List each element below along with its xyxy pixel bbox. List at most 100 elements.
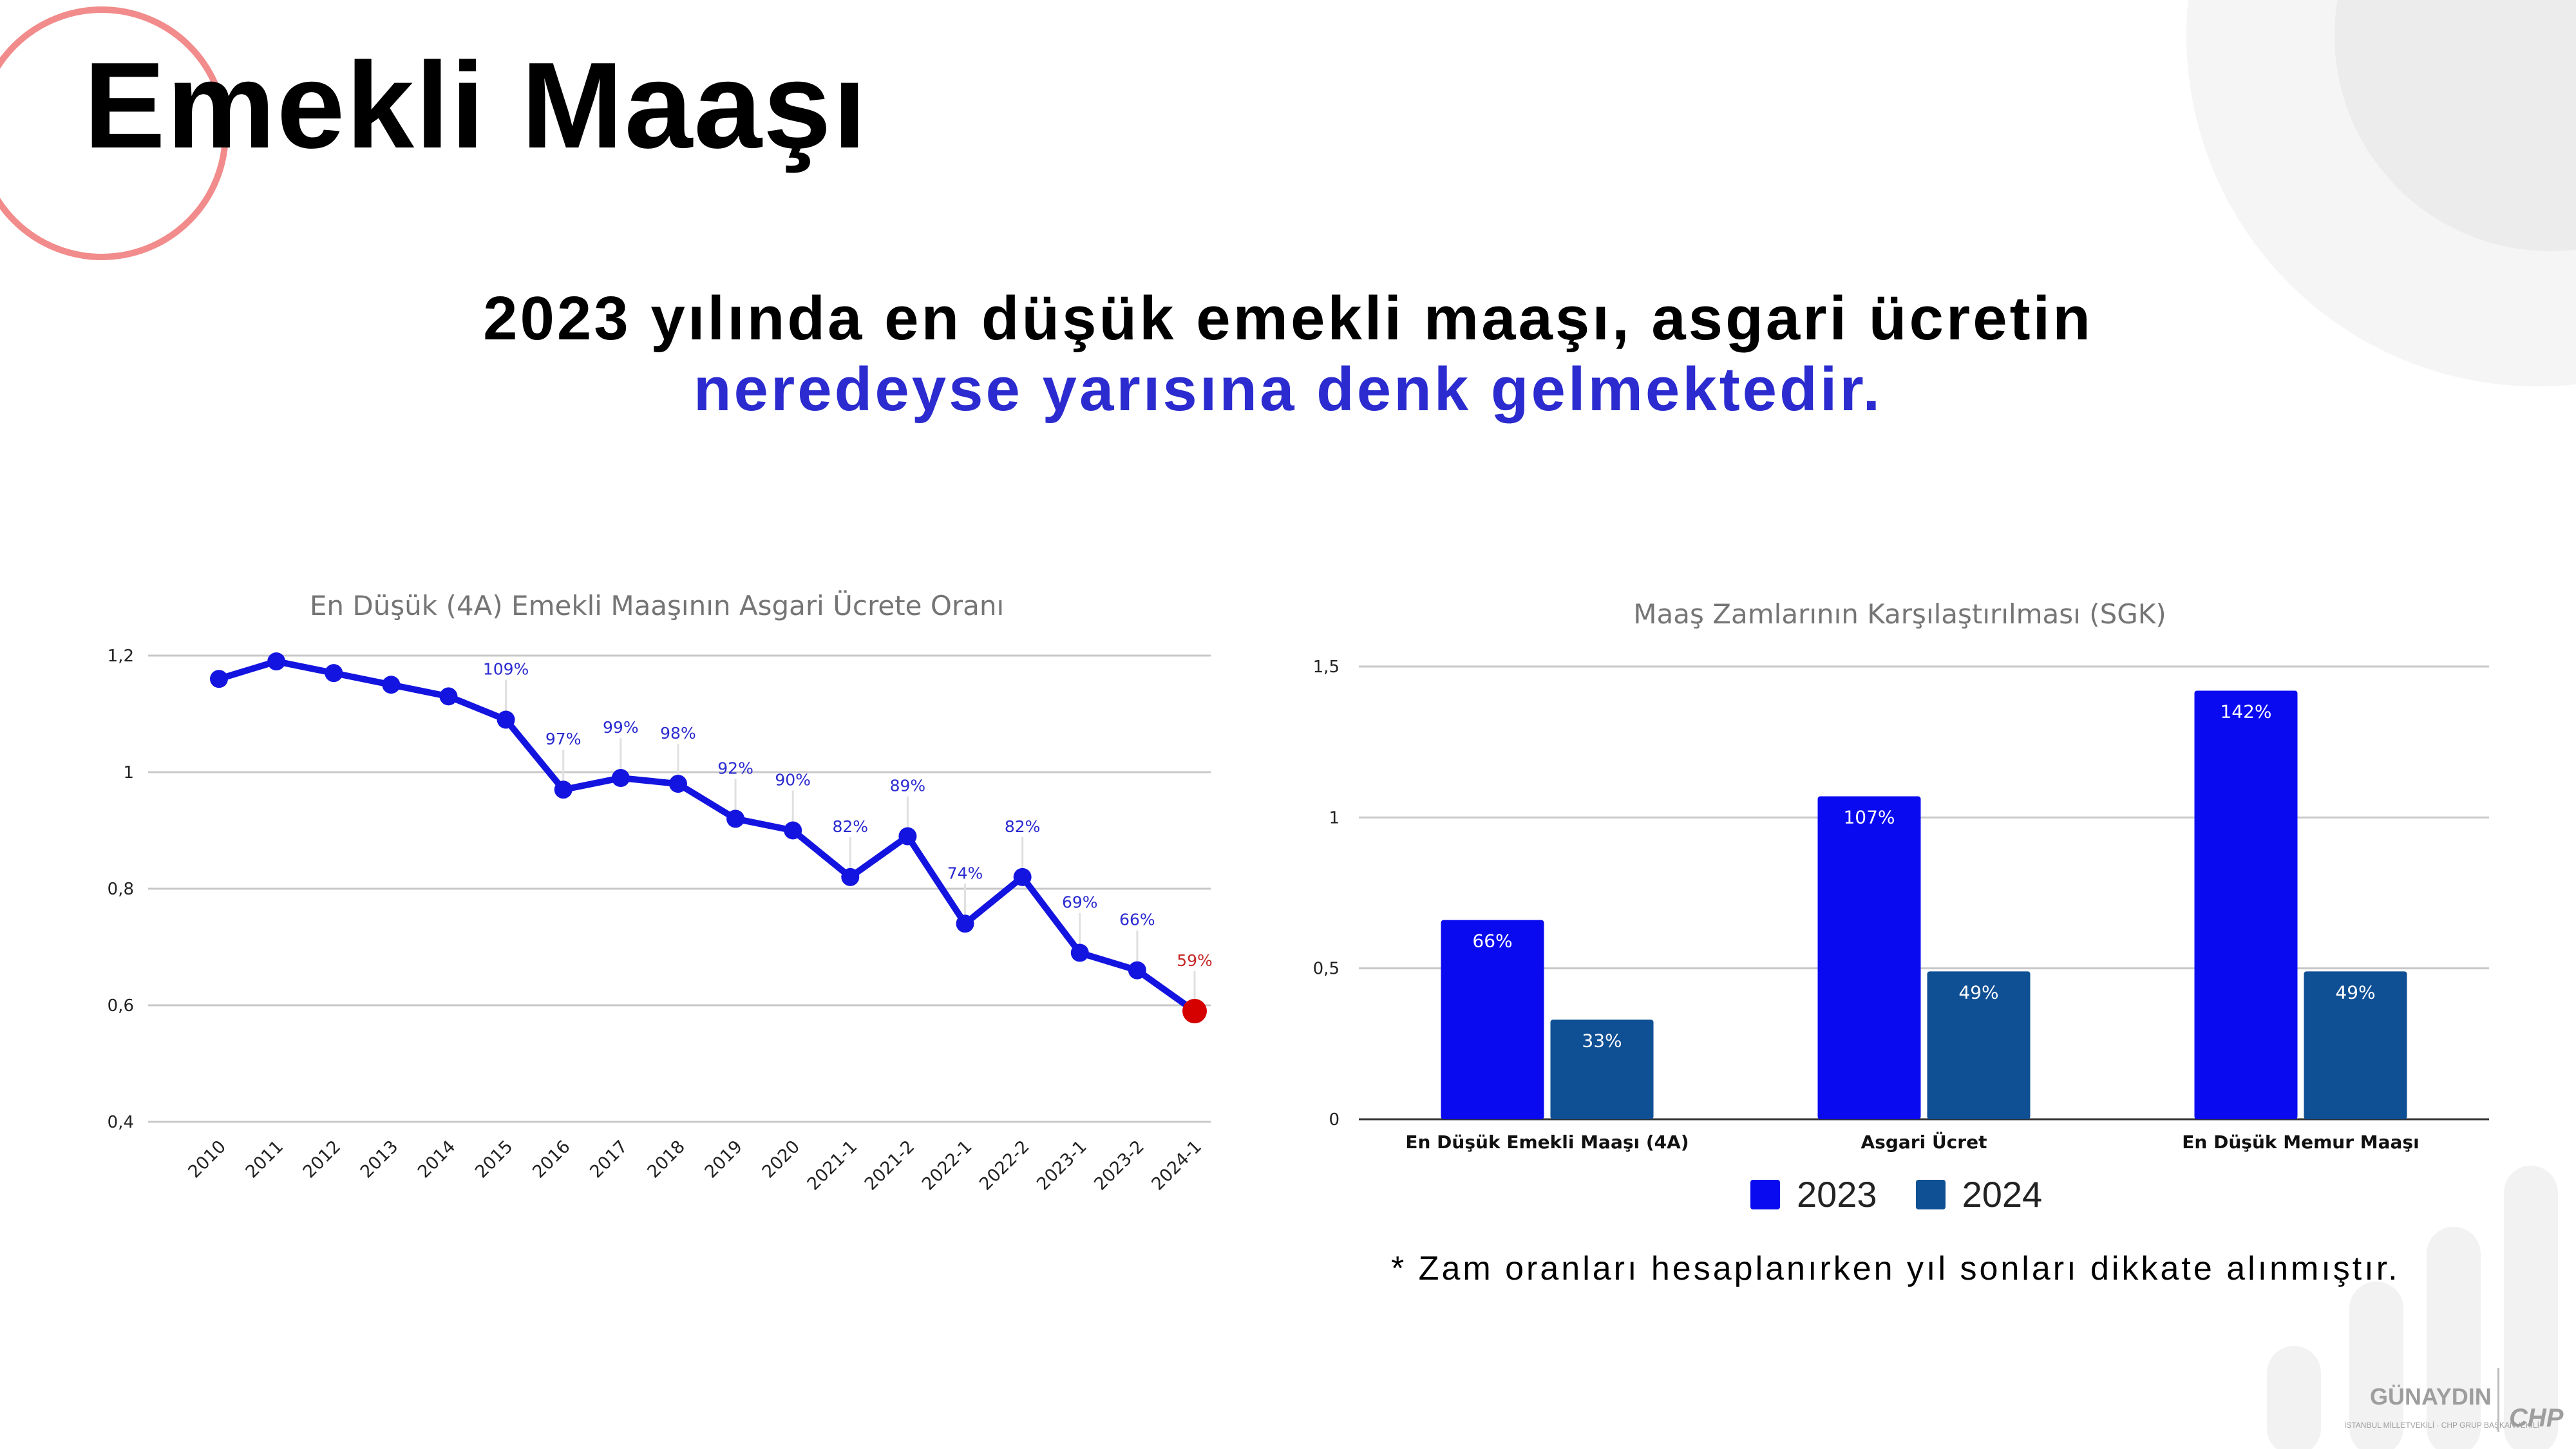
line-x-tick-label: 2022-1 [918,1137,976,1195]
line-data-label: 59% [1177,951,1213,970]
line-x-tick-label: 2010 [184,1137,230,1182]
party-logo: CHP [2509,1404,2564,1432]
decor-red-circle [0,6,229,260]
line-chart-x-axis: 2010 2011 2012 2013 2014 2015 2016 2017 2018 2019… [184,1137,1206,1195]
decor-gray-circles [2186,0,2576,386]
legend-swatch-2023 [1750,1179,1780,1209]
line-data-label: 98% [660,724,696,743]
line-point [841,867,860,886]
line-point [325,664,343,683]
logo-subtitle: İSTANBUL MİLLETVEKİLİ · CHP GRUP BAŞKANV… [2344,1421,2539,1430]
bar-category-label: En Düşük Emekli Maaşı (4A) [1405,1132,1689,1153]
line-x-tick-label: 2018 [643,1137,689,1182]
line-chart-pension-ratio: En Düşük (4A) Emekli Maaşının Asgari Ücr… [108,589,1213,1195]
line-x-tick-label: 2021-2 [861,1137,919,1195]
line-x-tick-label: 2023-1 [1033,1137,1091,1195]
line-x-tick-label: 2013 [357,1137,402,1182]
line-data-label: 69% [1062,893,1098,912]
line-data-label: 82% [833,817,869,836]
bar-category-label: En Düşük Memur Maaşı [2182,1132,2419,1153]
line-data-label: 89% [890,777,926,795]
line-x-tick-label: 2012 [299,1137,345,1182]
legend-label-2023: 2023 [1797,1174,1877,1215]
bar-y-tick-label: 0,5 [1313,960,1340,979]
line-x-tick-label: 2021-1 [804,1137,862,1195]
line-chart-data-labels: 109% 97% 99% 98% 92% 90% 82% 89% 74% 82% 69% 66% 59% [483,660,1213,971]
bar-y-tick-label: 1 [1329,808,1340,828]
decor-gray-pillars [2267,1166,2558,1449]
line-data-label: 66% [1119,911,1155,929]
line-x-tick-label: 2017 [586,1137,632,1182]
line-series-path [218,658,1197,1014]
line-point [784,821,802,840]
line-x-tick-label: 2022-2 [976,1137,1034,1195]
bar-2023 [1817,796,1921,1119]
bar-chart-x-axis: En Düşük Emekli Maaşı (4A) Asgari Ücret En… [1405,1131,2419,1153]
bar-data-label: 107% [1843,807,1895,828]
bar-category-label: Asgari Ücret [1861,1131,1987,1153]
line-x-tick-label: 2020 [759,1137,804,1182]
line-x-tick-label: 2015 [471,1137,517,1182]
logo-separator [2497,1368,2499,1432]
bar-2024 [1550,1019,1654,1119]
line-data-label: 74% [947,864,983,882]
bar-2024 [2304,971,2407,1119]
line-point [668,775,687,793]
line-y-tick-label: 1,2 [108,647,134,666]
bar-data-label: 49% [2335,981,2375,1003]
line-point [267,652,286,671]
line-point-highlight [1182,999,1207,1024]
line-data-label: 99% [603,718,639,737]
line-point [382,676,401,694]
line-point [497,710,515,729]
legend-label-2024: 2024 [1962,1174,2043,1215]
bar-chart-y-axis: 0 0,5 1 1,5 [1313,658,1340,1130]
line-chart-label-leaders [505,679,1196,1004]
line-y-tick-label: 0,8 [108,880,134,899]
bar-data-label: 142% [2220,701,2271,722]
line-x-tick-label: 2019 [701,1137,746,1182]
line-data-label: 109% [483,660,529,679]
bar-2023 [2194,690,2298,1119]
line-x-tick-label: 2011 [242,1137,288,1182]
line-chart-title: En Düşük (4A) Emekli Maaşının Asgari Ücr… [310,589,1004,621]
line-point [210,670,228,688]
line-point [554,781,573,799]
line-y-tick-label: 1 [123,763,134,782]
line-data-label: 82% [1005,817,1041,836]
line-chart-series [210,652,1207,1024]
bar-chart-title: Maaş Zamlarının Karşılaştırılması (SGK) [1633,598,2166,630]
bar-chart-grid [1359,665,2489,1121]
line-data-label: 92% [717,759,753,777]
bar-data-label: 33% [1582,1030,1622,1051]
headline-line-1: 2023 yılında en düşük emekli maaşı, asga… [483,284,2093,353]
politician-logo: GÜNAYDIN İSTANBUL MİLLETVEKİLİ · CHP GRU… [2344,1364,2563,1435]
bar-y-tick-label: 1,5 [1313,658,1340,677]
bar-chart-legend: 2023 2024 [1750,1173,2042,1215]
bar-2024 [1927,971,2031,1119]
line-x-tick-label: 2024-1 [1148,1137,1206,1195]
legend-item-2024: 2024 [1915,1173,2043,1215]
bar-chart-bars: 66% 33% 107% 49% 142% 49% [1441,690,2407,1119]
line-point [898,827,917,846]
line-point [1128,961,1146,980]
bar-chart-raise-comparison: Maaş Zamlarının Karşılaştırılması (SGK) … [1313,598,2489,1153]
line-x-tick-label: 2016 [529,1137,574,1182]
bar-data-label: 49% [1958,981,1998,1003]
slide-title: Emekli Maaşı [84,37,868,174]
line-point [956,914,974,933]
bar-y-tick-label: 0 [1329,1110,1340,1130]
line-point [726,810,745,828]
footnote: * Zam oranları hesaplanırken yıl sonları… [1391,1250,2400,1287]
line-y-tick-label: 0,6 [108,996,134,1016]
line-point [1070,943,1089,962]
line-point [439,687,458,706]
line-data-label: 97% [545,730,582,748]
line-point [1013,867,1032,886]
bar-data-label: 66% [1472,931,1512,952]
logo-name: GÜNAYDIN [2370,1383,2492,1410]
line-chart-y-axis: 0,4 0,6 0,8 1 1,2 [108,647,134,1132]
line-x-tick-label: 2014 [414,1137,460,1182]
bar-2023 [1441,920,1544,1119]
headline-line-2: neredeyse yarısına denk gelmektedir. [693,355,1883,424]
